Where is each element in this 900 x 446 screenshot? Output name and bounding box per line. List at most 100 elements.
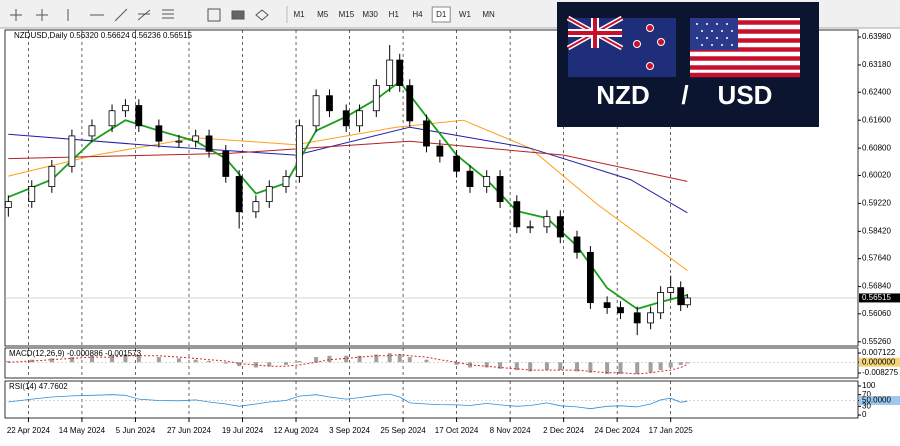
x-tick-label: 14 May 2024 <box>59 426 106 435</box>
candle-body <box>677 287 685 306</box>
macd-bar <box>123 354 128 363</box>
macd-bar <box>344 355 349 363</box>
macd-panel <box>4 347 859 379</box>
label-tool[interactable] <box>231 10 245 20</box>
x-tick-label: 27 Jun 2024 <box>167 426 212 435</box>
cursor-tool[interactable] <box>36 9 48 21</box>
macd-bar <box>297 360 302 363</box>
moving-average <box>8 119 688 271</box>
macd-bar <box>193 359 198 363</box>
candle-body <box>205 135 213 152</box>
banner: NZD / USD <box>557 2 819 127</box>
macd-value: -0.000886 <box>67 349 104 358</box>
macd-bar <box>387 353 392 363</box>
candle-body <box>657 292 665 314</box>
channel-tool[interactable] <box>137 9 151 21</box>
macd-bar <box>424 359 429 363</box>
timeframe-button[interactable]: M5 <box>317 10 329 19</box>
macd-bar <box>407 357 412 363</box>
trendline-tool[interactable] <box>114 8 128 22</box>
timeframe-button[interactable]: D1 <box>436 10 447 19</box>
macd-bar <box>658 362 663 371</box>
timeframe-button[interactable]: MN <box>482 10 495 19</box>
y-tick-label: 0.60800 <box>862 143 891 152</box>
macd-bar <box>314 357 319 363</box>
low-quote: 0.56236 <box>132 31 161 40</box>
macd-bar <box>544 362 549 371</box>
y-tick-label: 0.59220 <box>862 198 891 207</box>
candle-body <box>453 155 460 172</box>
macd-bar <box>207 360 212 363</box>
candle-body <box>155 125 163 142</box>
timeframe-button[interactable]: H4 <box>412 10 423 19</box>
candle-body <box>556 216 564 238</box>
macd-bar <box>678 362 683 365</box>
candle-body <box>48 165 56 188</box>
macd-bar <box>6 360 11 363</box>
macd-bar <box>267 362 272 367</box>
timeframe-button[interactable]: M30 <box>362 10 378 19</box>
macd-bar <box>484 362 489 368</box>
symbol-title: NZDUSD,Daily 0.56320 0.56624 0.56236 0.5… <box>14 31 193 40</box>
macd-bar <box>156 357 161 363</box>
last-price-box <box>859 293 900 303</box>
candle-body <box>466 170 474 188</box>
candle-body <box>633 312 641 324</box>
macd-bar <box>397 354 402 363</box>
macd-title: MACD(12,26,9) -0.000886 -0.001573 <box>9 349 142 358</box>
macd-bar <box>618 362 623 374</box>
macd-bar <box>514 362 519 371</box>
candle-body <box>543 216 551 228</box>
candle-body <box>235 176 243 213</box>
macd-bar <box>357 355 362 363</box>
candle-body <box>342 110 350 127</box>
macd-bar <box>29 359 34 363</box>
timeframe-button[interactable]: H1 <box>389 10 400 19</box>
last-price-label: 0.56515 <box>862 293 891 302</box>
timeframe-button[interactable]: W1 <box>459 10 472 19</box>
macd-bar <box>49 358 54 363</box>
macd-bar <box>136 355 141 363</box>
candle-body <box>175 140 183 143</box>
signal-line <box>8 353 688 375</box>
macd-bar <box>110 354 115 363</box>
macd-bar <box>69 357 74 363</box>
candle-body <box>28 186 36 203</box>
candle-body <box>192 135 200 142</box>
y-tick-label: 100 <box>862 381 876 390</box>
timeframe-button[interactable]: M1 <box>293 10 305 19</box>
candle-body <box>667 287 675 293</box>
quote-currency: USD <box>718 80 773 110</box>
rsi-panel <box>4 380 859 419</box>
candle-body <box>396 59 404 86</box>
x-tick-label: 3 Sep 2024 <box>329 426 370 435</box>
macd-bar <box>528 362 533 372</box>
x-tick-label: 12 Aug 2024 <box>274 426 319 435</box>
arrows-tool[interactable] <box>255 9 269 21</box>
y-tick-label: 0.61600 <box>862 115 891 124</box>
y-tick-label: 0.55260 <box>862 337 891 346</box>
candle-body <box>312 95 320 127</box>
y-tick-label: 0.56060 <box>862 309 891 318</box>
crosshair-tool[interactable] <box>10 9 22 21</box>
candle-body <box>265 186 273 203</box>
timeframe-button[interactable]: M15 <box>339 10 355 19</box>
macd-bar <box>327 355 332 363</box>
rsi-line <box>8 393 688 410</box>
y-tick-label: 0.57640 <box>862 254 891 263</box>
macd-bar <box>668 362 673 368</box>
high-quote: 0.56624 <box>101 31 130 40</box>
candle-body <box>135 105 143 127</box>
base-currency: NZD <box>596 80 649 110</box>
candle-body <box>647 312 655 324</box>
candle-body <box>68 135 76 167</box>
x-tick-label: 5 Jun 2024 <box>116 426 156 435</box>
text-tool[interactable] <box>207 8 221 22</box>
candle-body <box>222 150 230 177</box>
y-tick-label: 0.000000 <box>862 357 896 366</box>
x-tick-label: 8 Nov 2024 <box>490 426 531 435</box>
macd-bar <box>575 362 580 372</box>
fibonacci-tool[interactable] <box>162 9 174 19</box>
candle-body <box>326 95 333 112</box>
